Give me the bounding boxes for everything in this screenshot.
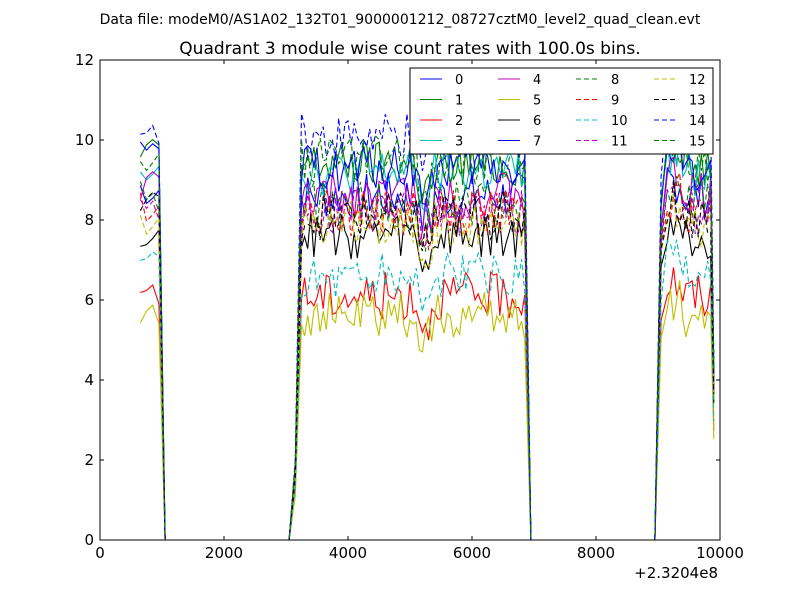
x-tick-label: 8000 (577, 544, 615, 562)
x-tick-label: 4000 (329, 544, 367, 562)
legend-label-4: 4 (533, 73, 541, 88)
series-line-7 (139, 130, 715, 541)
series-line-8 (139, 176, 715, 541)
x-offset-label: +2.3204e8 (634, 564, 718, 582)
y-tick-label: 12 (75, 51, 94, 69)
series-line-6 (140, 212, 715, 541)
series-line-15 (139, 123, 715, 541)
x-tick-label: 2000 (205, 544, 243, 562)
legend-label-7: 7 (533, 135, 541, 150)
y-tick-label: 6 (84, 291, 94, 309)
series-line-12 (139, 193, 715, 541)
file-supertitle: Data file: modeM0/AS1A02_132T01_90000012… (100, 12, 701, 28)
legend-label-2: 2 (455, 114, 463, 129)
series-line-2 (140, 267, 715, 541)
legend-label-3: 3 (455, 135, 463, 150)
legend-label-5: 5 (533, 94, 541, 109)
legend-label-8: 8 (611, 73, 619, 88)
y-tick-label: 8 (84, 211, 94, 229)
legend-label-9: 9 (611, 94, 619, 109)
legend-label-10: 10 (611, 114, 628, 129)
series-line-5 (139, 280, 715, 541)
legend-label-15: 15 (689, 135, 706, 150)
series-line-10 (140, 239, 715, 541)
legend-label-1: 1 (455, 94, 463, 109)
legend-label-0: 0 (455, 73, 463, 88)
x-tick-label: 6000 (453, 544, 491, 562)
legend-label-11: 11 (611, 135, 628, 150)
y-tick-label: 4 (84, 371, 94, 389)
legend-label-12: 12 (689, 73, 706, 88)
legend-box (409, 67, 714, 155)
legend-label-13: 13 (689, 94, 706, 109)
plot-area (139, 106, 715, 541)
x-tick-label: 10000 (696, 544, 744, 562)
series-line-13 (139, 180, 715, 541)
x-tick-label: 0 (95, 544, 105, 562)
y-tick-label: 0 (84, 531, 94, 549)
legend-label-14: 14 (689, 114, 706, 129)
y-tick-label: 10 (75, 131, 94, 149)
legend-label-6: 6 (533, 114, 541, 129)
y-tick-label: 2 (84, 451, 94, 469)
chart-title: Quadrant 3 module wise count rates with … (179, 39, 640, 59)
